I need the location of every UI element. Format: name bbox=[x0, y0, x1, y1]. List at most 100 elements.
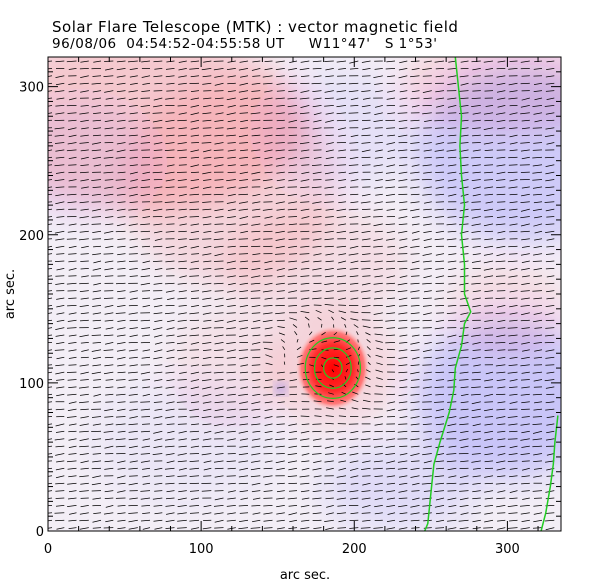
field-vector bbox=[327, 400, 334, 403]
field-vector bbox=[178, 253, 187, 256]
field-vector bbox=[80, 482, 89, 485]
chart-subtitle: 96/08/06 04:54:52-04:55:58 UT W11°47' S … bbox=[52, 36, 437, 52]
field-vector bbox=[54, 127, 65, 130]
field-vector bbox=[203, 156, 212, 159]
field-vector bbox=[495, 312, 506, 314]
field-vector bbox=[105, 327, 114, 330]
polarity-patch bbox=[446, 264, 561, 354]
field-vector bbox=[374, 290, 383, 293]
field-vector bbox=[496, 208, 506, 211]
field-vector bbox=[423, 186, 432, 189]
field-vector bbox=[166, 401, 175, 404]
field-vector bbox=[520, 253, 530, 256]
field-vector bbox=[301, 460, 310, 463]
field-vector bbox=[472, 127, 481, 129]
field-vector bbox=[55, 193, 65, 197]
field-vector bbox=[55, 519, 65, 522]
field-vector bbox=[215, 393, 224, 397]
field-vector bbox=[361, 105, 371, 108]
field-vector bbox=[239, 512, 249, 514]
field-vector bbox=[410, 371, 420, 375]
field-vector bbox=[66, 282, 77, 285]
field-vector bbox=[103, 334, 114, 337]
field-vector bbox=[152, 156, 163, 159]
vector-field bbox=[48, 60, 555, 531]
field-vector bbox=[56, 319, 65, 322]
field-vector bbox=[214, 142, 224, 145]
field-vector bbox=[227, 119, 236, 123]
field-vector bbox=[338, 68, 347, 70]
field-vector bbox=[532, 290, 543, 292]
field-vector bbox=[385, 179, 396, 182]
field-vector bbox=[385, 223, 396, 225]
field-vector bbox=[422, 260, 432, 263]
field-vector bbox=[264, 334, 273, 337]
field-vector bbox=[153, 193, 163, 196]
field-vector bbox=[349, 490, 359, 493]
field-vector bbox=[375, 385, 383, 388]
field-vector bbox=[507, 438, 518, 440]
field-vector bbox=[324, 230, 334, 233]
field-vector bbox=[348, 171, 359, 174]
field-vector bbox=[545, 208, 555, 212]
field-vector bbox=[312, 505, 322, 507]
field-vector bbox=[386, 208, 396, 211]
field-vector bbox=[471, 260, 481, 263]
field-vector bbox=[91, 201, 102, 203]
field-vector bbox=[509, 268, 518, 271]
field-vector bbox=[325, 253, 334, 256]
field-vector bbox=[496, 327, 506, 329]
field-vector bbox=[252, 193, 261, 197]
field-vector bbox=[238, 238, 249, 240]
field-vector bbox=[460, 97, 469, 99]
field-vector bbox=[447, 275, 457, 278]
field-vector bbox=[48, 349, 53, 351]
field-vector bbox=[277, 401, 285, 404]
field-vector bbox=[398, 297, 408, 301]
field-vector bbox=[54, 142, 65, 144]
field-vector bbox=[471, 460, 481, 463]
field-vector bbox=[154, 230, 163, 234]
field-vector bbox=[164, 282, 175, 285]
field-vector bbox=[520, 423, 530, 426]
field-vector bbox=[508, 364, 518, 366]
field-vector bbox=[508, 68, 518, 70]
field-vector bbox=[435, 356, 445, 359]
field-vector bbox=[153, 149, 163, 151]
field-vector bbox=[91, 467, 102, 470]
field-vector bbox=[190, 75, 200, 78]
field-vector bbox=[422, 512, 432, 515]
field-vector bbox=[251, 305, 261, 308]
field-vector bbox=[239, 445, 249, 448]
field-vector bbox=[140, 319, 151, 322]
field-vector bbox=[128, 512, 138, 514]
field-vector bbox=[497, 453, 506, 456]
field-vector bbox=[128, 260, 138, 262]
field-vector bbox=[325, 75, 334, 78]
field-vector bbox=[239, 105, 249, 107]
field-vector bbox=[410, 282, 420, 285]
field-vector bbox=[81, 127, 89, 130]
field-vector bbox=[68, 519, 77, 522]
field-vector bbox=[56, 342, 65, 345]
field-vector bbox=[203, 179, 212, 181]
field-vector bbox=[153, 208, 163, 212]
field-vector bbox=[398, 134, 408, 137]
field-vector bbox=[265, 354, 273, 358]
field-vector bbox=[507, 260, 518, 263]
field-vector bbox=[115, 423, 126, 426]
field-vector bbox=[226, 460, 236, 462]
field-vector bbox=[239, 438, 249, 441]
field-vector bbox=[165, 119, 175, 122]
field-vector bbox=[93, 393, 102, 397]
field-vector bbox=[496, 460, 506, 463]
field-vector bbox=[472, 297, 481, 300]
field-vector bbox=[202, 82, 212, 85]
field-vector bbox=[424, 342, 432, 345]
field-vector bbox=[375, 354, 383, 358]
contour-layer bbox=[304, 57, 559, 531]
field-vector bbox=[325, 290, 334, 293]
field-vector bbox=[397, 430, 408, 433]
field-vector bbox=[48, 297, 53, 300]
field-vector bbox=[165, 408, 175, 411]
